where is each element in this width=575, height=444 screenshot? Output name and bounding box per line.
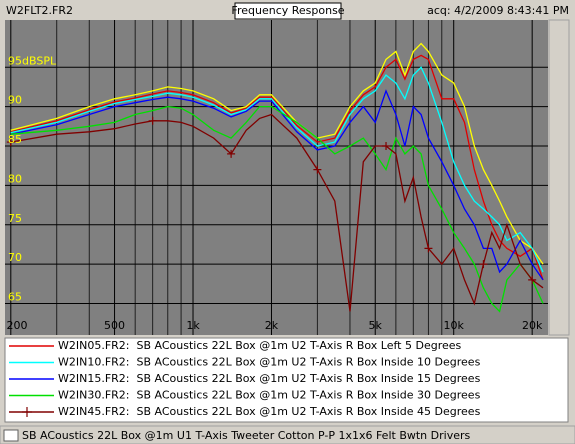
x-tick-label: 1k	[186, 319, 200, 332]
series-line	[10, 42, 544, 265]
series-marker	[6, 138, 15, 147]
series-line	[10, 89, 544, 281]
y-tick-label: 75	[8, 212, 22, 225]
status-bar	[0, 425, 575, 444]
series-marker	[227, 149, 236, 158]
title-box	[234, 2, 342, 20]
legend	[4, 337, 569, 423]
legend-label: W2IN30.FR2: SB ACoustics 22L Box @1m U2 …	[58, 389, 481, 402]
y-tick-label: 95dBSPL	[8, 54, 57, 67]
status-icon	[3, 429, 19, 442]
plot-layer	[5, 20, 548, 335]
scrollbar	[548, 19, 570, 336]
legend-label: W2IN05.FR2: SB ACoustics 22L Box @1m U2 …	[58, 339, 462, 352]
series-line	[10, 105, 544, 313]
x-tick-label: 2k	[265, 319, 279, 332]
series-line	[10, 66, 544, 273]
y-tick-label: 85	[8, 133, 22, 146]
y-tick-label: 80	[8, 172, 22, 185]
series-marker	[424, 244, 433, 253]
plot-area	[5, 20, 548, 335]
y-tick-label: 90	[8, 94, 22, 107]
series-marker	[382, 142, 391, 150]
file-label: W2FLT2.FR2	[6, 4, 73, 17]
legend-marker	[22, 407, 32, 417]
series-marker	[313, 165, 322, 174]
timestamp: acq: 4/2/2009 8:43:41 PM	[427, 4, 569, 17]
series-marker	[528, 275, 537, 284]
y-tick-label: 65	[8, 291, 22, 304]
x-tick-label: 20k	[522, 319, 543, 332]
x-tick-label: 10k	[444, 319, 465, 332]
series-marker	[479, 260, 488, 269]
legend-label: W2IN15.FR2: SB ACoustics 22L Box @1m U2 …	[58, 372, 481, 385]
legend-label: W2IN45.FR2: SB ACoustics 22L Box @1m U2 …	[58, 405, 481, 418]
legend-label: W2IN10.FR2: SB ACoustics 22L Box @1m U2 …	[58, 356, 481, 369]
series-marker	[148, 116, 157, 125]
series-line	[10, 54, 544, 281]
status-text: SB ACoustics 22L Box @1m U1 T-Axis Tweet…	[22, 429, 470, 442]
y-tick-label: 70	[8, 251, 22, 264]
x-tick-label: 200	[7, 319, 28, 332]
chart-title: Frequency Response	[231, 4, 344, 17]
x-tick-label: 5k	[369, 319, 383, 332]
x-tick-label: 500	[104, 319, 125, 332]
